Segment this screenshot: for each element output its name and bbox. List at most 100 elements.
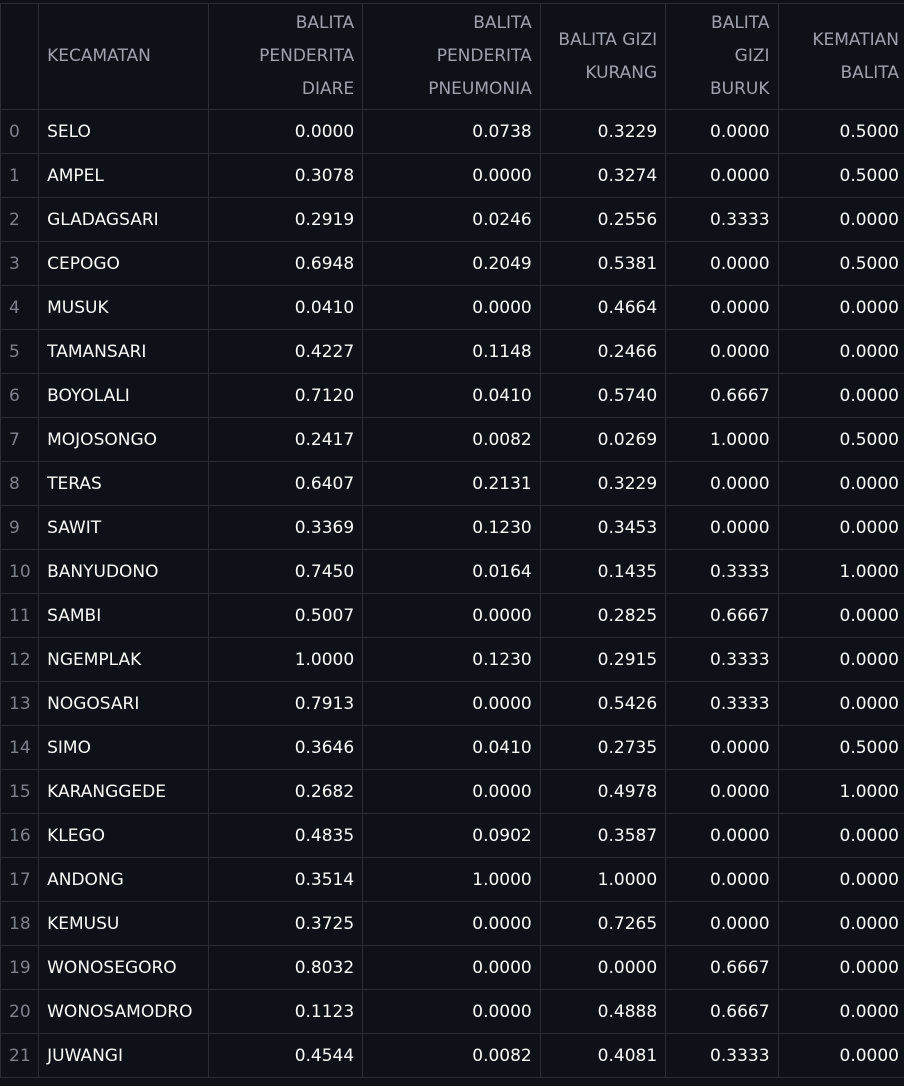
kecamatan-cell[interactable]: KARANGGEDE [38,769,209,814]
table-row[interactable]: 11 SAMBI 0.5007 0.0000 0.2825 0.6667 0.0000 [0,593,904,638]
kecamatan-cell[interactable]: BANYUDONO [38,549,209,594]
row-index[interactable]: 5 [0,329,40,374]
row-index[interactable]: 18 [0,901,40,946]
value-cell[interactable]: 1.0000 [207,637,364,682]
table-row[interactable]: 1 AMPEL 0.3078 0.0000 0.3274 0.0000 0.5000 [0,153,904,198]
value-cell[interactable]: 0.3514 [207,857,364,902]
table-row[interactable]: 21 JUWANGI 0.4544 0.0082 0.4081 0.3333 0.0000 [0,1033,904,1078]
value-cell[interactable]: 0.2049 [362,241,541,286]
row-index[interactable]: 1 [0,153,40,198]
value-cell[interactable]: 0.6667 [665,593,779,638]
row-index[interactable]: 17 [0,857,40,902]
table-row[interactable]: 3 CEPOGO 0.6948 0.2049 0.5381 0.0000 0.5000 [0,241,904,286]
table-row[interactable]: 13 NOGOSARI 0.7913 0.0000 0.5426 0.3333 0.0000 [0,681,904,726]
kecamatan-cell[interactable]: KEMUSU [38,901,209,946]
value-cell[interactable]: 0.2735 [539,725,667,770]
value-cell[interactable]: 0.3229 [539,109,667,154]
kecamatan-cell[interactable]: AMPEL [38,153,209,198]
value-cell[interactable]: 0.0000 [777,373,904,418]
value-cell[interactable]: 0.1148 [362,329,541,374]
table-row[interactable]: 16 KLEGO 0.4835 0.0902 0.3587 0.0000 0.0000 [0,813,904,858]
value-cell[interactable]: 0.6407 [207,461,364,506]
table-row[interactable]: 15 KARANGGEDE 0.2682 0.0000 0.4978 0.0000 1.00… [0,769,904,814]
value-cell[interactable]: 0.0000 [362,153,541,198]
value-cell[interactable]: 0.3587 [539,813,667,858]
value-cell[interactable]: 0.0082 [362,1033,541,1078]
row-index[interactable]: 9 [0,505,40,550]
value-cell[interactable]: 0.0000 [665,725,779,770]
value-cell[interactable]: 0.0082 [362,417,541,462]
kecamatan-cell[interactable]: WONOSAMODRO [38,989,209,1034]
value-cell[interactable]: 0.5000 [777,109,904,154]
kecamatan-cell[interactable]: NGEMPLAK [38,637,209,682]
row-index[interactable]: 11 [0,593,40,638]
table-row[interactable]: 20 WONOSAMODRO 0.1123 0.0000 0.4888 0.6667 0.0… [0,989,904,1034]
kecamatan-cell[interactable]: MUSUK [38,285,209,330]
value-cell[interactable]: 0.4227 [207,329,364,374]
value-cell[interactable]: 0.0000 [777,1033,904,1078]
value-cell[interactable]: 0.5000 [777,153,904,198]
value-cell[interactable]: 0.0000 [665,109,779,154]
kecamatan-cell[interactable]: WONOSEGORO [38,945,209,990]
table-row[interactable]: 2 GLADAGSARI 0.2919 0.0246 0.2556 0.3333 0.000… [0,197,904,242]
value-cell[interactable]: 0.1123 [207,989,364,1034]
value-cell[interactable]: 0.0000 [777,681,904,726]
value-cell[interactable]: 0.0000 [665,153,779,198]
value-cell[interactable]: 0.5000 [777,417,904,462]
value-cell[interactable]: 1.0000 [777,769,904,814]
kecamatan-cell[interactable]: TERAS [38,461,209,506]
value-cell[interactable]: 0.0000 [777,989,904,1034]
value-cell[interactable]: 0.0000 [777,329,904,374]
value-cell[interactable]: 1.0000 [362,857,541,902]
kecamatan-cell[interactable]: KLEGO [38,813,209,858]
value-cell[interactable]: 0.2825 [539,593,667,638]
column-header[interactable]: BALITA GIZI KURANG [539,3,667,110]
value-cell[interactable]: 0.0000 [777,285,904,330]
value-cell[interactable]: 0.0164 [362,549,541,594]
value-cell[interactable]: 0.7450 [207,549,364,594]
value-cell[interactable]: 0.5000 [777,241,904,286]
value-cell[interactable]: 0.2556 [539,197,667,242]
table-row[interactable]: 0 SELO 0.0000 0.0738 0.3229 0.0000 0.5000 [0,109,904,154]
value-cell[interactable]: 0.4081 [539,1033,667,1078]
value-cell[interactable]: 0.1230 [362,505,541,550]
value-cell[interactable]: 0.0000 [362,593,541,638]
value-cell[interactable]: 0.6667 [665,945,779,990]
value-cell[interactable]: 0.0738 [362,109,541,154]
value-cell[interactable]: 0.4978 [539,769,667,814]
value-cell[interactable]: 0.6667 [665,373,779,418]
value-cell[interactable]: 0.3333 [665,637,779,682]
value-cell[interactable]: 0.0000 [362,769,541,814]
value-cell[interactable]: 1.0000 [777,549,904,594]
value-cell[interactable]: 0.0000 [362,989,541,1034]
value-cell[interactable]: 0.0000 [665,285,779,330]
value-cell[interactable]: 0.0000 [777,505,904,550]
table-row[interactable]: 10 BANYUDONO 0.7450 0.0164 0.1435 0.3333 1.000… [0,549,904,594]
value-cell[interactable]: 0.3369 [207,505,364,550]
value-cell[interactable]: 0.6948 [207,241,364,286]
table-row[interactable]: 7 MOJOSONGO 0.2417 0.0082 0.0269 1.0000 0.5000 [0,417,904,462]
value-cell[interactable]: 0.0000 [777,637,904,682]
row-index[interactable]: 19 [0,945,40,990]
table-row[interactable]: 14 SIMO 0.3646 0.0410 0.2735 0.0000 0.5000 [0,725,904,770]
row-index[interactable]: 16 [0,813,40,858]
table-row[interactable]: 17 ANDONG 0.3514 1.0000 1.0000 0.0000 0.0000 [0,857,904,902]
value-cell[interactable]: 0.0000 [665,461,779,506]
table-row[interactable]: 19 WONOSEGORO 0.8032 0.0000 0.0000 0.6667 0.00… [0,945,904,990]
kecamatan-cell[interactable]: TAMANSARI [38,329,209,374]
value-cell[interactable]: 0.0000 [665,769,779,814]
value-cell[interactable]: 0.0000 [777,901,904,946]
value-cell[interactable]: 0.0000 [777,813,904,858]
value-cell[interactable]: 0.7265 [539,901,667,946]
value-cell[interactable]: 0.0000 [777,593,904,638]
row-index[interactable]: 3 [0,241,40,286]
value-cell[interactable]: 0.0000 [207,109,364,154]
value-cell[interactable]: 0.0410 [362,725,541,770]
row-index[interactable]: 12 [0,637,40,682]
table-row[interactable]: 18 KEMUSU 0.3725 0.0000 0.7265 0.0000 0.0000 [0,901,904,946]
value-cell[interactable]: 0.6667 [665,989,779,1034]
table-row[interactable]: 9 SAWIT 0.3369 0.1230 0.3453 0.0000 0.0000 [0,505,904,550]
value-cell[interactable]: 0.2417 [207,417,364,462]
kecamatan-cell[interactable]: GLADAGSARI [38,197,209,242]
value-cell[interactable]: 0.4835 [207,813,364,858]
